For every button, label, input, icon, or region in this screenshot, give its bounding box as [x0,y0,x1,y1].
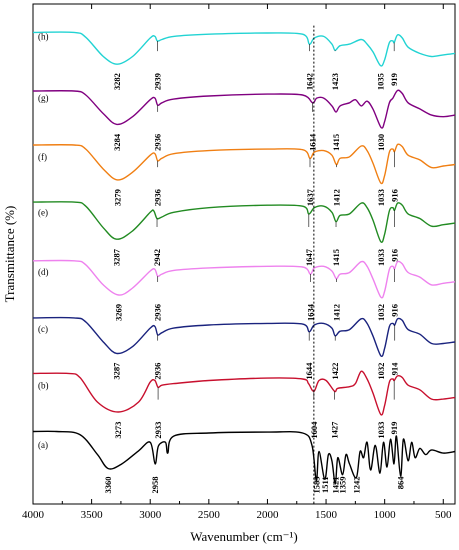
peak-label: 1634 [305,303,315,321]
series-label: (g) [38,93,49,103]
peak-label: 3282 [112,73,122,90]
peak-label: 1033 [376,422,386,439]
peak-label: 916 [390,249,400,262]
peak-label: 914 [390,362,400,376]
x-tick-label: 2500 [198,509,221,521]
series-label: (f) [38,152,47,162]
series-label: (d) [38,267,49,277]
peak-label: 1604 [309,421,319,439]
peak-label: 919 [389,73,399,86]
peak-label: 1422 [330,363,340,380]
series-label: (b) [38,381,49,391]
peak-label: 1511 [320,477,330,494]
peak-label: 1035 [376,73,386,90]
series-label: (c) [38,324,48,334]
x-tick-label: 3500 [81,509,104,521]
peak-label: 2936 [153,363,163,380]
series-label: (e) [38,207,48,217]
peak-label: 1427 [330,421,340,439]
peak-label: 2936 [153,134,163,151]
peak-label: 3284 [112,133,122,151]
series-line-h [32,31,456,67]
peak-label: 1033 [376,189,386,206]
peak-label: 3360 [103,477,113,494]
peak-label: 1415 [331,134,341,151]
peak-label: 2933 [153,422,163,439]
x-tick-label: 1500 [315,509,338,521]
peak-label: 1644 [304,362,314,380]
peak-label: 1647 [304,248,314,266]
x-axis-ticks: 4000 3500 3000 2500 2000 1500 1000 500 [22,4,452,521]
series-label: (a) [38,440,48,450]
series-line-a [32,430,456,485]
peak-label: 916 [390,189,400,202]
curve-labels: (a) (b) (c) (d) (e) (f) (g) (h) [38,31,49,449]
peak-label: 3269 [114,304,124,321]
peak-label: 1423 [330,73,340,90]
peak-label: 3287 [112,362,122,380]
x-axis-title: Wavenumber (cm⁻¹) [190,529,298,544]
peak-label: 1642 [304,73,314,90]
peak-label: 2936 [153,189,163,206]
series-line-g [32,89,456,129]
series-line-c [32,316,456,358]
peak-label: 1637 [305,188,315,206]
peak-label: 1412 [331,189,341,206]
peak-label: 916 [390,304,400,317]
peak-label: 1359 [338,477,348,494]
peak-label: 3287 [112,248,122,266]
x-tick-label: 2000 [256,509,279,521]
series-line-d [32,259,456,299]
peak-label: 2939 [152,73,162,90]
peak-label: 2936 [153,304,163,321]
peak-label: 1242 [351,477,361,494]
series-line-b [32,370,456,416]
peak-label: 1614 [308,133,318,151]
x-tick-label: 500 [435,509,452,521]
peak-label: 2942 [152,249,162,266]
peak-label: 2958 [150,477,160,494]
series-line-e [32,201,456,243]
peak-label: 919 [389,422,399,435]
y-axis-title: Transmittance (%) [2,206,17,303]
x-tick-label: 3000 [139,509,162,521]
peak-label: 1583 [311,477,321,494]
peak-label: 1415 [331,249,341,266]
peak-label: 3279 [113,189,123,206]
peak-label: 3273 [113,422,123,439]
series-label: (h) [38,31,49,41]
x-tick-label: 4000 [22,509,45,521]
series-curves [32,31,456,485]
x-tick-label: 1000 [374,509,397,521]
peak-label: 1033 [376,249,386,266]
peak-label: 1421 [330,477,340,494]
peak-label: 1412 [331,304,341,321]
series-line-f [32,143,456,185]
peak-label: 864 [396,476,406,490]
plot-frame [32,3,456,505]
peak-label: 1032 [376,304,386,321]
peak-label: 1030 [376,134,386,151]
peak-label: 1032 [376,363,386,380]
